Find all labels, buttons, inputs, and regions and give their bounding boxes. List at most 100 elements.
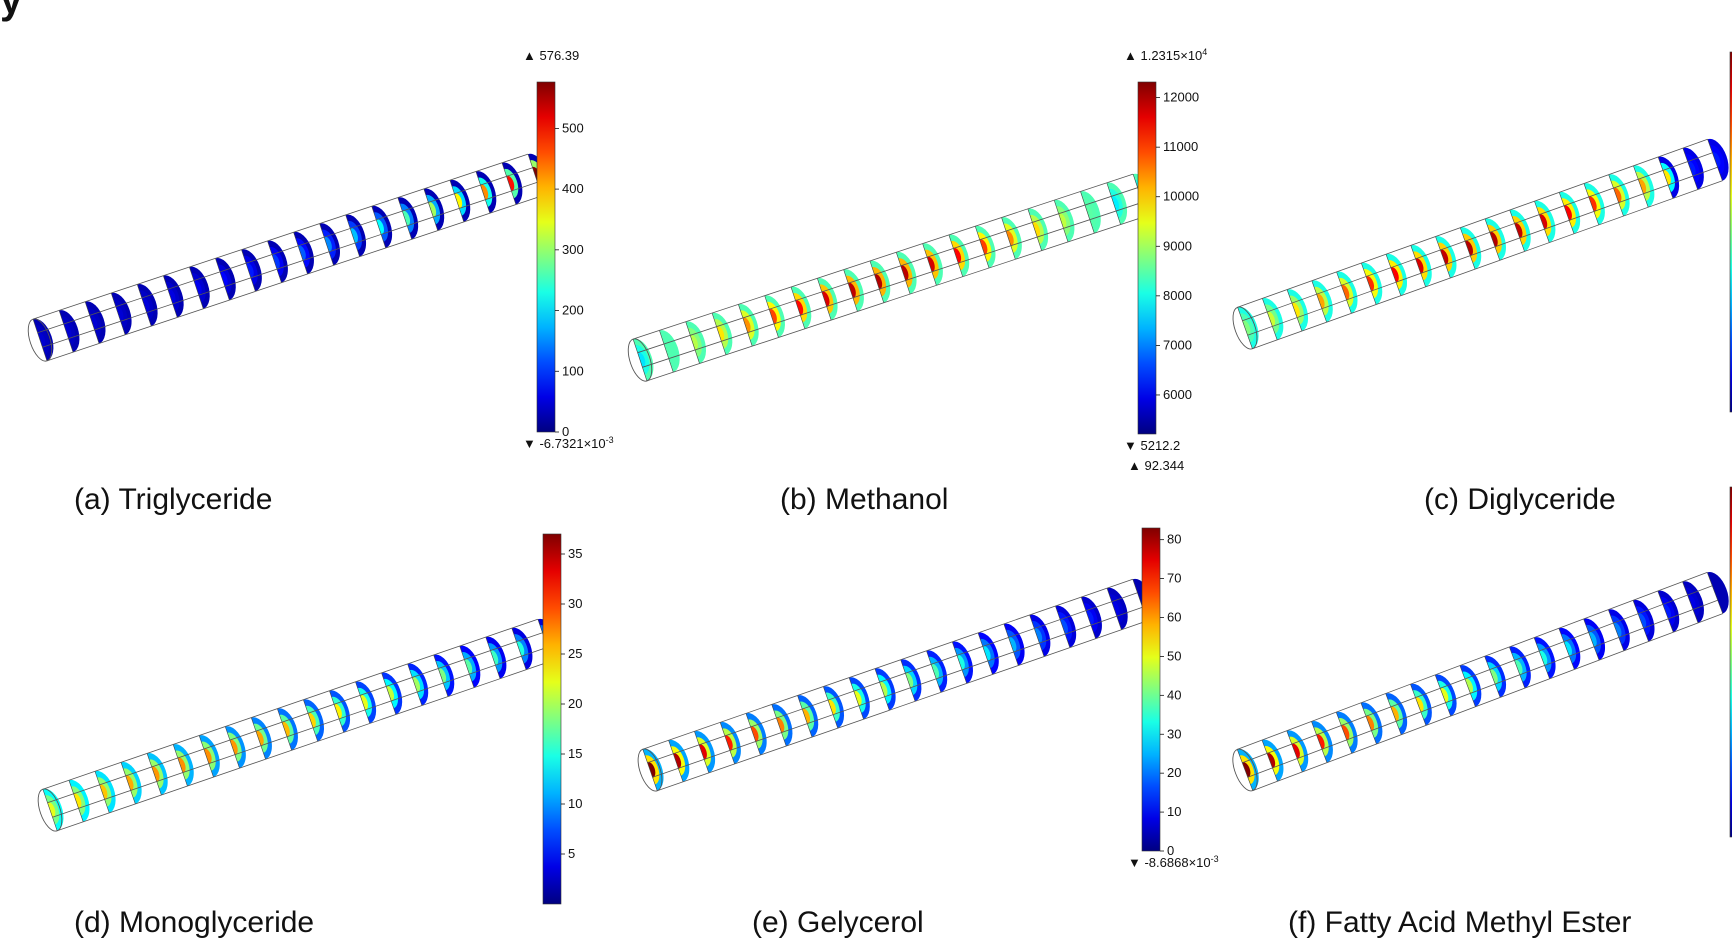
- colorbar: [1729, 486, 1732, 838]
- tube-slice: [817, 277, 838, 321]
- tube-plot: [1232, 51, 1732, 413]
- tube-slice: [1237, 306, 1259, 349]
- tube-slice: [1261, 739, 1284, 782]
- tube-frame: [632, 173, 1148, 382]
- caption-gelycerol: (e) Gelycerol: [752, 906, 924, 939]
- tube-slice: [948, 234, 970, 277]
- tube-slice: [1534, 200, 1556, 243]
- tube-slice: [874, 668, 896, 711]
- tube-slice: [632, 338, 654, 381]
- tube-slice: [163, 275, 184, 318]
- colorbar-tick-label: 9000: [1163, 238, 1192, 253]
- tube-slice: [1262, 298, 1284, 340]
- colorbar-max-label: ▲ 576.39: [523, 48, 579, 63]
- tube-slices: [632, 173, 1154, 381]
- tube-slice: [1509, 209, 1531, 252]
- colorbar: [1141, 527, 1161, 852]
- colorbar-tick-label: 400: [562, 181, 584, 196]
- tube-slice: [485, 636, 507, 679]
- tube-slice: [58, 310, 80, 353]
- caption-methanol: (b) Methanol: [780, 483, 949, 516]
- tube-slices: [42, 618, 559, 831]
- tube-slice: [1657, 156, 1680, 199]
- colorbar: [536, 81, 556, 433]
- panel-diglyceride: [1225, 0, 1732, 470]
- tube-slice: [94, 770, 116, 814]
- tube-slice: [711, 312, 733, 355]
- tube-slice: [42, 788, 64, 831]
- colorbar-tick-label: 30: [1167, 726, 1181, 741]
- colorbar-tick-label: 20: [568, 696, 582, 711]
- tube-slice: [926, 650, 948, 693]
- tube-slice: [694, 730, 716, 773]
- panel-fatty-acid-methyl-ester: [1225, 455, 1732, 875]
- tube-slice: [1336, 271, 1358, 314]
- colorbar: [1729, 51, 1732, 413]
- tube-end-cap: [37, 788, 63, 832]
- caption-monoglyceride: (d) Monoglyceride: [74, 906, 315, 939]
- colorbar-tick-label: 12000: [1163, 90, 1199, 105]
- tube-slices: [642, 578, 1154, 791]
- tube-slice: [267, 240, 288, 283]
- tube-slice: [823, 686, 845, 729]
- tube-slice: [1027, 208, 1049, 251]
- tube-slice: [764, 295, 785, 338]
- tube-plot: 0 100 200 300 400 500 ▲ 576.39 ▼ -6.7321×10-3: [27, 48, 614, 451]
- colorbar-min-label: ▼ 5212.2: [1124, 438, 1180, 453]
- colorbar-tick-label: 25: [568, 646, 582, 661]
- tube-slice: [68, 779, 90, 822]
- tube-slice: [1484, 218, 1506, 261]
- colorbar-tick-label: 10000: [1163, 189, 1199, 204]
- panel-gelycerol: 0 10 20 30 40 50 60 70 80 ▼ -8.6868×10-3: [620, 520, 1240, 900]
- colorbar-tick-label: 70: [1167, 571, 1181, 586]
- tube-slice: [1001, 217, 1022, 260]
- tube-slice: [1311, 721, 1333, 763]
- panel-triglyceride: 0 100 200 300 400 500 ▲ 576.39 ▼ -6.7321×10-3: [0, 0, 620, 451]
- colorbar-tick-label: 0: [562, 424, 569, 439]
- cropped-title-fragment: y: [0, 0, 23, 22]
- tube-slice: [1682, 147, 1704, 190]
- colorbar-tick-label: 7000: [1163, 337, 1192, 352]
- tube-slice: [136, 284, 158, 327]
- tube-slice: [1435, 236, 1457, 279]
- tube-slice: [355, 681, 377, 724]
- tube-slice: [1706, 571, 1729, 614]
- colorbar-tick-label: 40: [1167, 687, 1181, 702]
- tube-slice: [449, 179, 471, 223]
- caption-triglyceride: (a) Triglyceride: [74, 483, 273, 516]
- tube-slice: [1657, 590, 1680, 633]
- tube-frame: [32, 153, 543, 362]
- tube-slice: [843, 269, 864, 312]
- tube-slice: [250, 717, 272, 760]
- colorbar-tick-label: 50: [1167, 648, 1181, 663]
- tube-slice: [1385, 253, 1407, 296]
- tube-slice: [329, 690, 351, 733]
- tube-end-cap: [1232, 748, 1258, 792]
- tube-slice: [241, 249, 262, 292]
- colorbar-tick-label: 10: [568, 796, 582, 811]
- tube-frame: [1237, 572, 1723, 791]
- tube-slice: [719, 722, 741, 765]
- colorbar-tick-label: 300: [562, 242, 584, 257]
- tube-slice: [869, 260, 891, 303]
- tube-slice: [1608, 609, 1630, 651]
- tube-slice: [977, 632, 999, 675]
- tube-slices: [32, 153, 549, 361]
- tube-slice: [371, 205, 393, 249]
- tube-plot: 5 10 15 20 25 30 35: [37, 533, 582, 905]
- tube-slice: [1003, 623, 1025, 666]
- tube-slice: [1286, 730, 1309, 773]
- tube-slice: [1385, 693, 1408, 735]
- tube-slice: [303, 699, 325, 742]
- tube-plot: [1232, 486, 1732, 838]
- colorbar-max-label: ▲ 1.2315×104: [1124, 47, 1207, 63]
- colorbar-tick-label: 100: [562, 363, 584, 378]
- tube-slice: [110, 292, 132, 335]
- colorbar-tick-label: 15: [568, 746, 582, 761]
- tube-slice: [1484, 655, 1507, 698]
- tube-frame: [42, 618, 553, 832]
- colorbar-tick-label: 60: [1167, 610, 1181, 625]
- tube-slice: [1029, 614, 1051, 657]
- tube-slice: [1533, 637, 1556, 679]
- tube-slice: [1410, 683, 1432, 726]
